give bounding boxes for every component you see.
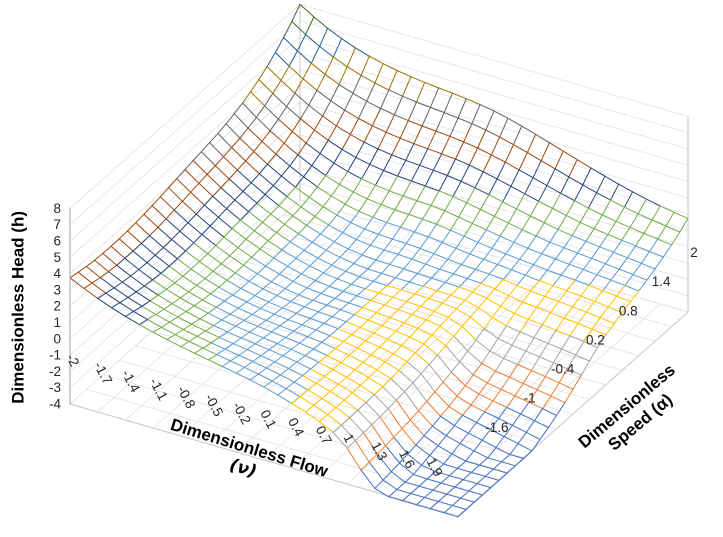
head-axis-tick-label: 7 xyxy=(53,217,61,232)
flow-axis-tick-label: -1.7 xyxy=(91,359,115,387)
flow-axis-tick-label: 1.6 xyxy=(396,447,418,471)
head-axis-tick-label: -4 xyxy=(49,397,61,412)
head-axis-tick-label: -3 xyxy=(49,380,61,395)
speed-axis-tick-label: 1.4 xyxy=(652,274,671,289)
flow-axis-tick-label: -2 xyxy=(63,351,82,369)
head-axis-tick-label: 2 xyxy=(53,299,61,314)
head-axis-tick-label: 8 xyxy=(53,201,61,216)
head-axis-tick-label: 3 xyxy=(53,282,61,297)
head-axis-tick-label: 5 xyxy=(53,250,61,265)
flow-axis-tick-label: -1.4 xyxy=(119,367,143,395)
speed-axis-tick-label: 0.2 xyxy=(586,332,605,347)
flow-axis-tick-label: -0.5 xyxy=(202,391,226,419)
head-axis-tick-label: 0 xyxy=(53,331,61,346)
surface-mesh xyxy=(69,3,689,518)
flow-axis-tick-label: 0.7 xyxy=(313,423,335,447)
speed-axis-tick-label: -1 xyxy=(524,391,536,406)
head-axis-tick-label: 4 xyxy=(53,266,61,281)
flow-axis-tick-label: 0.4 xyxy=(285,415,307,439)
flow-axis-tick-label: -0.8 xyxy=(174,383,198,411)
head-axis-tick-label: -2 xyxy=(49,364,61,379)
head-axis-tick-label: 6 xyxy=(53,234,61,249)
speed-axis-tick-label: -1.6 xyxy=(485,420,508,435)
speed-axis-tick-label: -0.4 xyxy=(551,362,575,377)
flow-axis-tick-label: -1.1 xyxy=(146,375,170,403)
head-axis-title: Dimensionless Head (h) xyxy=(9,197,30,417)
flow-axis-tick-label: 1 xyxy=(340,431,357,445)
head-axis-tick-label: -1 xyxy=(49,348,61,363)
head-axis-tick-label: 1 xyxy=(53,315,61,330)
flow-axis-tick-label: -0.2 xyxy=(230,399,254,427)
speed-axis-tick-label: 0.8 xyxy=(619,303,638,318)
head-axis-title-text: Dimensionless Head (h) xyxy=(8,211,28,404)
speed-axis-tick-label: 2 xyxy=(690,245,698,260)
flow-axis-tick-label: 0.1 xyxy=(257,407,279,431)
